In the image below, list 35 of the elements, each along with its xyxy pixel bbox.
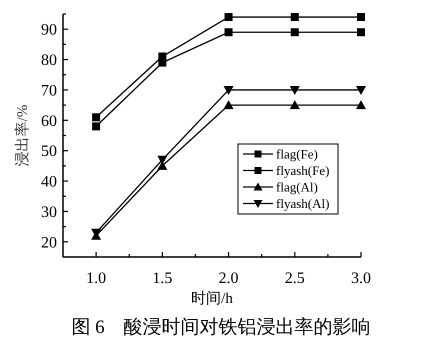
point	[92, 113, 100, 122]
point	[224, 13, 233, 22]
y-tick-label: 80	[41, 52, 57, 70]
y-tick-label: 20	[41, 234, 57, 252]
point	[290, 28, 299, 36]
x-tick-label: 1.5	[152, 270, 172, 287]
point	[356, 100, 366, 110]
point	[357, 13, 365, 22]
point	[92, 122, 100, 130]
y-tick-label: 30	[41, 204, 57, 221]
point	[356, 86, 366, 95]
point	[224, 100, 234, 110]
y-tick-label: 50	[41, 143, 57, 160]
y-tick-label: 90	[41, 22, 57, 39]
legend-label: flyash(Al)	[276, 196, 330, 211]
text: 图 6 酸浸时间对铁铝浸出率的影响	[71, 316, 371, 338]
x-axis-title: 时间/h	[191, 290, 234, 307]
legend-label: flyash(Fe)	[276, 163, 330, 178]
y-tick-label: 60	[41, 112, 57, 130]
point	[357, 28, 365, 36]
point	[290, 86, 300, 95]
y-tick-label: 40	[41, 174, 57, 191]
point	[224, 86, 234, 95]
point	[290, 100, 300, 110]
x-tick-label: 2.0	[218, 270, 239, 287]
x-tick-label: 3.0	[351, 270, 371, 287]
x-tick-label: 2.5	[284, 270, 305, 287]
legend-label: flag(Al)	[276, 180, 318, 194]
legend-label: flag(Fe)	[276, 146, 318, 162]
point	[224, 28, 233, 36]
y-axis-title: 浸出率/%	[14, 104, 31, 166]
point	[290, 13, 299, 22]
point	[158, 58, 166, 67]
x-tick-label: 1.0	[86, 270, 106, 287]
y-tick-label: 70	[41, 82, 57, 100]
